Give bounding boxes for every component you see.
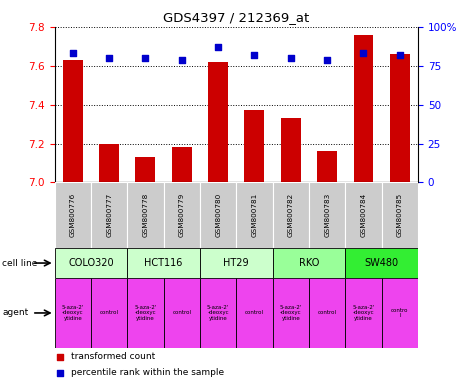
Bar [127, 278, 163, 348]
Bar [200, 278, 237, 348]
Bar [91, 278, 127, 348]
Bar [135, 157, 155, 182]
Text: GSM800782: GSM800782 [288, 193, 294, 237]
Point [69, 50, 76, 56]
Text: 5-aza-2'
-deoxyc
ytidine: 5-aza-2' -deoxyc ytidine [280, 305, 302, 321]
Bar [200, 182, 237, 248]
Bar [345, 278, 381, 348]
Text: HT29: HT29 [224, 258, 249, 268]
Text: RKO: RKO [299, 258, 319, 268]
Text: 5-aza-2'
-deoxyc
ytidine: 5-aza-2' -deoxyc ytidine [62, 305, 84, 321]
Bar [273, 248, 345, 278]
Text: GSM800784: GSM800784 [361, 193, 367, 237]
Bar [172, 147, 192, 182]
Bar [99, 144, 119, 182]
Bar [245, 111, 265, 182]
Text: GSM800778: GSM800778 [142, 193, 149, 237]
Bar [163, 278, 200, 348]
Bar [127, 248, 200, 278]
Bar [55, 278, 91, 348]
Bar [345, 248, 418, 278]
Bar [309, 278, 345, 348]
Point [142, 55, 149, 61]
Point [56, 354, 64, 360]
Bar [317, 151, 337, 182]
Text: percentile rank within the sample: percentile rank within the sample [71, 369, 224, 377]
Text: control: control [172, 310, 191, 316]
Text: control: control [318, 310, 337, 316]
Text: GSM800780: GSM800780 [215, 193, 221, 237]
Point [323, 56, 331, 63]
Point [105, 55, 113, 61]
Bar [273, 182, 309, 248]
Bar [63, 60, 83, 182]
Bar [200, 248, 273, 278]
Point [287, 55, 294, 61]
Point [214, 44, 222, 50]
Point [56, 370, 64, 376]
Text: GSM800785: GSM800785 [397, 193, 403, 237]
Bar [381, 278, 418, 348]
Text: 5-aza-2'
-deoxyc
ytidine: 5-aza-2' -deoxyc ytidine [352, 305, 375, 321]
Point [396, 52, 404, 58]
Text: COLO320: COLO320 [68, 258, 114, 268]
Text: cell line: cell line [2, 258, 38, 268]
Text: GSM800781: GSM800781 [251, 193, 257, 237]
Text: HCT116: HCT116 [144, 258, 183, 268]
Text: SW480: SW480 [365, 258, 399, 268]
Bar [309, 182, 345, 248]
Text: GSM800779: GSM800779 [179, 193, 185, 237]
Text: transformed count: transformed count [71, 352, 155, 361]
Bar [55, 248, 127, 278]
Bar [237, 182, 273, 248]
Text: contro
l: contro l [391, 308, 408, 318]
Bar [55, 182, 91, 248]
Bar [91, 182, 127, 248]
Text: GSM800776: GSM800776 [70, 193, 76, 237]
Bar [208, 62, 228, 182]
Bar [353, 35, 373, 182]
Text: GSM800783: GSM800783 [324, 193, 330, 237]
Bar [390, 54, 410, 182]
Bar [237, 278, 273, 348]
Bar [345, 182, 381, 248]
Text: agent: agent [2, 308, 28, 318]
Point [251, 52, 258, 58]
Bar [381, 182, 418, 248]
Text: GSM800777: GSM800777 [106, 193, 112, 237]
Point [178, 56, 186, 63]
Point [360, 50, 367, 56]
Text: control: control [245, 310, 264, 316]
Bar [273, 278, 309, 348]
Text: 5-aza-2'
-deoxyc
ytidine: 5-aza-2' -deoxyc ytidine [134, 305, 157, 321]
Text: 5-aza-2'
-deoxyc
ytidine: 5-aza-2' -deoxyc ytidine [207, 305, 229, 321]
Bar [281, 118, 301, 182]
Bar [163, 182, 200, 248]
Text: control: control [100, 310, 119, 316]
Title: GDS4397 / 212369_at: GDS4397 / 212369_at [163, 11, 309, 24]
Bar [127, 182, 163, 248]
